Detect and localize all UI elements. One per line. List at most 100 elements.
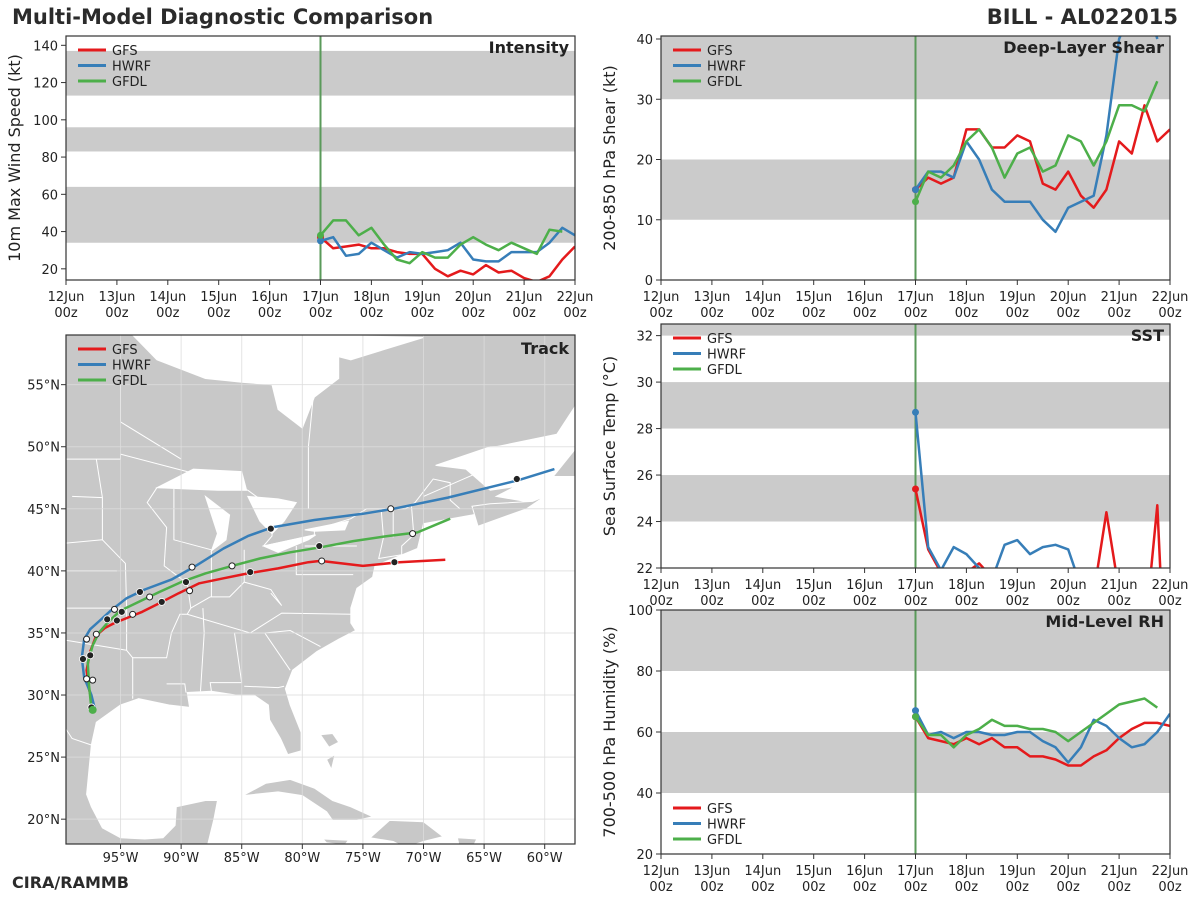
legend-label-hwrf: HWRF <box>707 348 746 363</box>
ytick-label-intensity-20: 20 <box>41 263 58 278</box>
start-point-shear-hwrf <box>912 186 919 194</box>
track-point-open-hwrf-3 <box>188 563 196 571</box>
ytick-label-intensity-120: 120 <box>33 77 58 92</box>
xtick-day-shear-6: 18Jun <box>948 290 985 305</box>
xtick-hour-sst-7: 00z <box>1006 594 1030 609</box>
xtick-day-intensity-4: 16Jun <box>251 290 288 305</box>
border-15 <box>295 546 354 576</box>
series-rh-hwrf <box>914 710 1170 764</box>
ytick-label-sst-24: 24 <box>636 516 653 531</box>
xtick-day-sst-2: 14Jun <box>744 578 781 593</box>
start-point-intensity-hwrf <box>317 237 324 245</box>
xtick-hour-intensity-10: 00z <box>563 306 587 321</box>
legend-label-gfs: GFS <box>707 332 733 347</box>
track-point-filled-gfs-3 <box>246 568 255 577</box>
xtick-day-shear-2: 14Jun <box>744 290 781 305</box>
title-shear: Deep-Layer Shear <box>1003 38 1164 57</box>
storm-id: BILL - AL022015 <box>986 5 1178 29</box>
track-hwrf <box>80 467 555 711</box>
xtick-day-intensity-1: 13Jun <box>98 290 135 305</box>
border-22 <box>423 464 497 497</box>
ylabel-shear: 200-850 hPa Shear (kt) <box>600 65 619 251</box>
title-intensity: Intensity <box>489 38 570 57</box>
xtick-hour-sst-4: 00z <box>853 594 877 609</box>
land-5 <box>552 448 575 477</box>
xtick-day-shear-0: 12Jun <box>643 290 680 305</box>
xtick-hour-sst-10: 00z <box>1158 594 1182 609</box>
xtick-hour-sst-0: 00z <box>649 594 673 609</box>
xtick-hour-rh-2: 00z <box>751 880 775 895</box>
xtick-day-intensity-10: 22Jun <box>557 290 594 305</box>
ytick-label-rh-40: 40 <box>636 787 653 802</box>
xtick-hour-shear-7: 00z <box>1006 306 1030 321</box>
water-1 <box>154 468 248 491</box>
legend-label-hwrf: HWRF <box>112 60 151 75</box>
xtick-day-rh-1: 13Jun <box>693 864 730 879</box>
xtick-hour-rh-10: 00z <box>1158 880 1182 895</box>
start-point-sst-hwrf <box>912 408 919 416</box>
chart-sst: 22242628303212Jun00z13Jun00z14Jun00z15Ju… <box>600 323 1188 609</box>
xtick-hour-intensity-8: 00z <box>462 306 486 321</box>
xtick-day-shear-1: 13Jun <box>693 290 730 305</box>
lon-label-80: 80°W <box>284 851 320 866</box>
series-sst-hwrf <box>914 412 1076 568</box>
xtick-day-sst-4: 16Jun <box>846 578 883 593</box>
track-point-open-gfdl-3 <box>409 530 417 538</box>
border-27 <box>72 495 103 499</box>
lon-label-60: 60°W <box>527 851 563 866</box>
xtick-hour-sst-2: 00z <box>751 594 775 609</box>
xtick-hour-rh-7: 00z <box>1006 880 1030 895</box>
track-point-filled-hwrf-3 <box>266 524 275 533</box>
xtick-hour-sst-8: 00z <box>1057 594 1081 609</box>
border-0 <box>66 453 461 547</box>
xtick-day-intensity-0: 12Jun <box>48 290 85 305</box>
chart-track: 20°N 25°N 30°N 35°N 40°N 45°N 50°N 55°N 95°W 90°W… <box>27 334 576 866</box>
water-0 <box>66 335 340 429</box>
xtick-hour-intensity-4: 00z <box>258 306 282 321</box>
track-point-open-hwrf-2 <box>110 605 118 613</box>
series-intensity-gfdl <box>319 219 563 265</box>
track-point-open-gfdl-2 <box>228 562 236 570</box>
land-3 <box>321 838 350 844</box>
xtick-day-shear-5: 17Jun <box>897 290 934 305</box>
frame-track <box>65 334 576 845</box>
land-0 <box>66 335 575 844</box>
xtick-day-shear-7: 19Jun <box>999 290 1036 305</box>
lat-label-45: 45°N <box>27 503 60 518</box>
xtick-day-rh-6: 18Jun <box>948 864 985 879</box>
chart-intensity: 2040608010012014012Jun00z13Jun00z14Jun00… <box>5 35 594 321</box>
xtick-hour-rh-0: 00z <box>649 880 673 895</box>
legend-label-hwrf: HWRF <box>707 818 746 833</box>
ytick-label-shear-20: 20 <box>636 154 653 169</box>
start-point-rh-hwrf <box>912 707 919 715</box>
ytick-label-shear-0: 0 <box>645 274 653 289</box>
lat-label-55: 55°N <box>27 379 60 394</box>
xtick-day-intensity-5: 17Jun <box>302 290 339 305</box>
track-point-filled-gfdl-0 <box>117 607 126 616</box>
track-point-open-gfdl-0 <box>92 630 100 638</box>
xtick-day-shear-9: 21Jun <box>1101 290 1138 305</box>
ytick-label-intensity-40: 40 <box>41 226 58 241</box>
lon-label-95: 95°W <box>103 851 139 866</box>
xtick-day-rh-5: 17Jun <box>897 864 934 879</box>
lon-label-70: 70°W <box>406 851 442 866</box>
xtick-hour-sst-1: 00z <box>700 594 724 609</box>
xtick-hour-intensity-1: 00z <box>105 306 129 321</box>
ytick-label-rh-20: 20 <box>636 848 653 863</box>
xtick-hour-shear-3: 00z <box>802 306 826 321</box>
lon-label-65: 65°W <box>466 851 502 866</box>
lon-label-90: 90°W <box>163 851 199 866</box>
ytick-label-rh-60: 60 <box>636 726 653 741</box>
page-title: Multi-Model Diagnostic Comparison <box>12 5 434 29</box>
ytick-label-shear-30: 30 <box>636 93 653 108</box>
title-rh: Mid-Level RH <box>1045 612 1164 631</box>
xtick-day-rh-4: 16Jun <box>846 864 883 879</box>
legend-label-gfdl: GFDL <box>112 374 148 389</box>
legend-label-gfs: GFS <box>707 802 733 817</box>
xtick-hour-intensity-2: 00z <box>156 306 180 321</box>
ytick-label-rh-80: 80 <box>636 665 653 680</box>
xtick-hour-rh-8: 00z <box>1057 880 1081 895</box>
xtick-day-intensity-8: 20Jun <box>455 290 492 305</box>
legend-label-hwrf: HWRF <box>707 60 746 75</box>
